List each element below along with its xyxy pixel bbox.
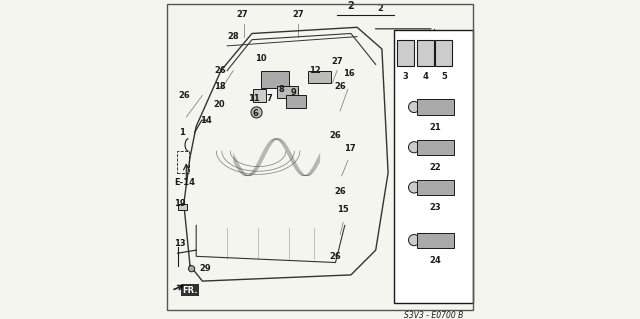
Text: 3: 3 <box>402 72 408 81</box>
Text: 28: 28 <box>228 32 239 41</box>
Text: 14: 14 <box>200 116 211 125</box>
Text: 27: 27 <box>332 57 343 66</box>
Circle shape <box>408 101 420 113</box>
Bar <box>308 70 331 83</box>
Text: 13: 13 <box>174 240 186 249</box>
Circle shape <box>408 182 420 193</box>
Text: 20: 20 <box>214 100 225 109</box>
Text: 26: 26 <box>178 91 189 100</box>
Circle shape <box>251 107 262 118</box>
Text: 27: 27 <box>292 11 304 19</box>
Circle shape <box>408 234 420 246</box>
FancyBboxPatch shape <box>435 40 452 66</box>
Text: S3V3 - E0700 B: S3V3 - E0700 B <box>404 311 463 319</box>
Text: 15: 15 <box>337 205 349 214</box>
Circle shape <box>188 266 195 272</box>
Text: 26: 26 <box>334 187 346 196</box>
Bar <box>417 140 454 155</box>
Text: 6: 6 <box>252 109 258 118</box>
Text: 26: 26 <box>214 66 226 75</box>
Text: 1: 1 <box>179 128 185 137</box>
Bar <box>417 180 454 195</box>
Bar <box>394 30 473 303</box>
Circle shape <box>408 142 420 153</box>
Text: 8: 8 <box>278 85 284 94</box>
Text: 19: 19 <box>174 199 186 208</box>
Text: FR.: FR. <box>182 286 198 295</box>
Bar <box>276 86 298 99</box>
Text: 16: 16 <box>344 69 355 78</box>
Text: 23: 23 <box>429 203 441 212</box>
Bar <box>417 100 454 115</box>
Text: FR.: FR. <box>182 286 198 295</box>
Text: 11: 11 <box>248 94 259 103</box>
Text: 21: 21 <box>429 122 441 132</box>
Text: E-14: E-14 <box>174 178 195 187</box>
Text: 9: 9 <box>291 88 296 97</box>
Text: 26: 26 <box>334 82 346 91</box>
Bar <box>417 233 454 248</box>
Text: 10: 10 <box>255 54 267 63</box>
Text: 24: 24 <box>429 256 441 265</box>
Bar <box>286 95 306 108</box>
Bar <box>253 89 266 101</box>
Text: 27: 27 <box>237 11 248 19</box>
Text: 29: 29 <box>200 264 211 273</box>
Text: 2: 2 <box>378 4 383 13</box>
Bar <box>177 151 189 173</box>
Text: 22: 22 <box>429 163 441 172</box>
Bar <box>178 204 187 210</box>
Text: 4: 4 <box>422 72 428 81</box>
Text: 26: 26 <box>329 131 340 140</box>
Bar <box>261 70 289 88</box>
Text: 18: 18 <box>214 82 225 91</box>
Text: 26: 26 <box>329 252 340 261</box>
Text: 17: 17 <box>344 144 355 152</box>
Text: 2: 2 <box>348 1 355 11</box>
Text: 5: 5 <box>441 72 447 81</box>
FancyBboxPatch shape <box>417 40 434 66</box>
Text: 12: 12 <box>310 66 321 75</box>
FancyBboxPatch shape <box>397 40 413 66</box>
Text: 7: 7 <box>266 94 272 103</box>
